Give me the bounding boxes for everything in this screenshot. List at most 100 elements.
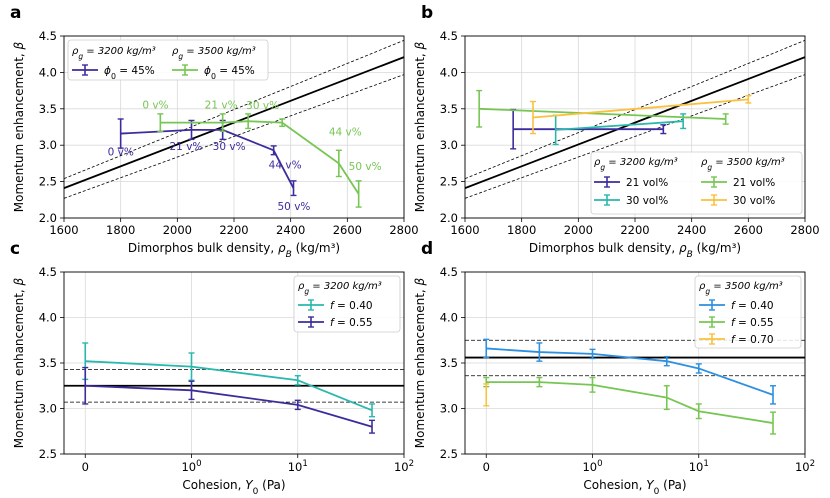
y-axis-label: Momentum enhancement, β [12,41,26,212]
y-axis-label: Momentum enhancement, β [413,277,427,448]
series-line-1 [555,120,684,131]
series-line-1 [85,384,373,428]
y-tick-label: 4.5 [39,29,57,43]
y-axis-label-part: β [413,277,427,286]
x-axis-label-part: B [687,250,693,260]
legend-entry-label-part: ϕ [204,65,211,77]
x-tick-label-part: 10 [288,460,303,474]
legend-entry-label: f = 0.40 [731,300,774,312]
x-tick-label-part: 10 [582,460,597,474]
y-tick-label: 4.0 [39,65,57,79]
y-tick-label: 3.5 [39,102,57,116]
x-tick-label-part: 10 [181,460,196,474]
y-axis-label-part: β [12,41,26,50]
legend-entry-label: f = 0.55 [330,317,373,329]
x-tick-label: 1600 [49,223,78,237]
series-line-3 [532,98,749,119]
legend-title: ρg = 3200 kg/m³ [594,157,678,172]
x-axis-label-part: Dimorphos bulk density, [529,241,679,255]
legend-entry-label-part: f [330,300,336,312]
x-tick-label: 2200 [620,223,649,237]
x-axis-label-part: (kg/m³) [292,241,340,255]
legend-title: ρg = 3500 kg/m³ [701,157,785,172]
legend-entry-label: 30 vol% [626,195,668,207]
legend-title-part: g [304,287,309,296]
legend-entry-label-part: = 0.40 [334,300,373,312]
x-axis-label: Dimorphos bulk density, ρB (kg/m³) [128,241,340,260]
x-tick-label: 2000 [163,223,192,237]
legend-c: ρg = 3200 kg/m³f = 0.40f = 0.55 [293,275,401,333]
series-line-0 [85,360,373,412]
x-tick-label: 2600 [333,223,362,237]
y-tick-label: 4.0 [39,311,57,325]
legend-entry-label-part: f [731,334,737,346]
x-tick-label-part: 0 [196,459,201,469]
y-tick-label: 4.0 [440,311,458,325]
y-tick-label: 2.5 [440,447,458,461]
point-label: 0 v% [142,100,168,112]
legend-entry-label-part: ϕ [104,65,111,77]
legend-box [590,151,803,215]
y-tick-label: 3.0 [39,138,57,152]
x-axis-label-part: (kg/m³) [693,241,741,255]
x-tick-label-part: 10 [394,460,409,474]
legend-title-part: ρ [298,281,305,292]
plot-area [64,342,404,434]
point-label: 44 v% [269,159,302,171]
x-tick-label: 2800 [389,223,418,237]
legend-box [293,275,401,333]
x-tick-label: 101 [689,459,709,474]
legend-title: ρg = 3500 kg/m³ [172,46,256,61]
x-axis-label-part: 0 [654,487,660,497]
y-axis-label-part: Momentum enhancement, [12,285,26,448]
x-tick-label-part: 2 [810,459,815,469]
panel-letter-d: d [421,239,433,259]
x-axis-label-part: (Pa) [659,478,686,492]
legend-entry-label: 30 vol% [733,195,775,207]
point-label: 21 v% [205,100,238,112]
y-tick-label: 2.5 [39,447,57,461]
panel-b: 1600 1800 2000 2200 2400 2600 2800 2.0 2.5 3.0 3.5… [413,29,820,260]
x-tick-label: 0 [82,460,89,474]
x-tick-label-part: 0 [597,459,602,469]
x-axis-label: Cohesion, Y0 (Pa) [182,478,285,497]
y-tick-label: 4.5 [440,29,458,43]
y-tick-label: 4.0 [440,65,458,79]
plot-area [465,338,805,435]
legend-title: ρg = 3500 kg/m³ [699,281,783,296]
x-axis-label-part: (Pa) [258,478,285,492]
x-tick-label: 1800 [106,223,135,237]
x-tick-label: 0 [483,460,490,474]
legend-title-part: g [705,287,710,296]
legend-box [694,275,802,349]
x-axis-label-part: B [286,250,292,260]
legend-title-part: ρ [72,46,79,57]
legend-title-part: ρ [701,157,708,168]
x-axis-label-part: Cohesion, [182,478,245,492]
point-label: 30 v% [246,100,279,112]
reference-bound [64,39,404,180]
point-label: 50 v% [349,161,382,173]
x-tick-label-part: 10 [689,460,704,474]
y-tick-label: 3.5 [440,356,458,370]
panel-letter-a: a [10,3,21,23]
legend-box [67,39,269,81]
legend-entry-label: 21 vol% [733,177,775,189]
y-axis-label-part: Momentum enhancement, [413,285,427,448]
y-axis-label-part: β [12,277,26,286]
legend-entry-label: 21 vol% [626,177,668,189]
legend-title-part: ρ [172,46,179,57]
y-axis-label: Momentum enhancement, β [413,41,427,212]
point-label: 44 v% [329,126,362,138]
y-tick-label: 4.5 [440,265,458,279]
legend-title-part: g [707,163,712,172]
reference-bound [64,74,404,199]
legend-title-part: = 3500 kg/m³ [183,46,256,57]
x-tick-label: 101 [288,459,308,474]
legend-title-part: ρ [699,281,706,292]
y-tick-label: 3.5 [39,356,57,370]
y-tick-label: 2.5 [39,175,57,189]
panel-letter-c: c [10,239,20,259]
x-axis-label-part: ρ [278,241,286,255]
